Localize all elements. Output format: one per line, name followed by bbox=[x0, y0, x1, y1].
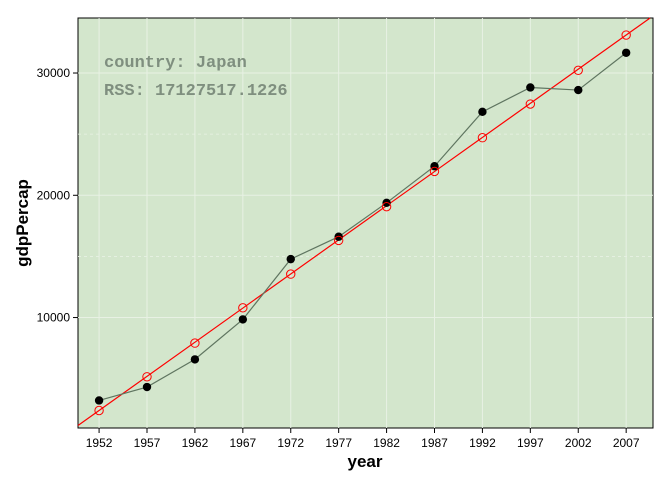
observed-point bbox=[94, 396, 104, 405]
observed-line bbox=[98, 52, 627, 402]
fitted-point bbox=[429, 166, 440, 177]
x-tick-label: 1997 bbox=[517, 436, 544, 450]
observed-point bbox=[526, 83, 535, 92]
x-tick-label: 1967 bbox=[229, 436, 256, 450]
x-tick-label: 1962 bbox=[182, 436, 209, 450]
observed-point bbox=[334, 232, 343, 241]
fitted-point bbox=[621, 30, 631, 40]
observed-line-layer bbox=[98, 52, 627, 402]
fitted-point bbox=[286, 269, 296, 279]
fitted-point bbox=[94, 405, 104, 416]
fitted-point bbox=[381, 201, 392, 212]
observed-point bbox=[478, 107, 487, 117]
annotation-rss: RSS: 17127517.1226 bbox=[104, 82, 288, 101]
y-tick-label: 20000 bbox=[37, 188, 71, 202]
observed-point bbox=[238, 315, 248, 324]
x-tick-label: 2007 bbox=[613, 436, 640, 450]
x-axis-ticks: 1952 1957 1962 1967 1972 1977 1982 1987 1992 1997… bbox=[86, 428, 640, 450]
y-tick-label: 30000 bbox=[37, 66, 71, 80]
plot-panel bbox=[77, 17, 654, 429]
x-tick-label: 1992 bbox=[469, 436, 496, 450]
fitted-point bbox=[142, 372, 152, 382]
x-tick-label: 2002 bbox=[565, 436, 592, 450]
fitted-point bbox=[573, 65, 583, 76]
observed-point bbox=[142, 382, 152, 392]
x-tick-label: 1982 bbox=[373, 436, 400, 450]
observed-point bbox=[574, 85, 583, 95]
fit-line bbox=[77, 17, 651, 426]
observed-point bbox=[190, 355, 200, 364]
fitted-point bbox=[238, 303, 248, 313]
x-tick-label: 1957 bbox=[134, 436, 161, 450]
fitted-point bbox=[477, 133, 488, 143]
y-axis-title: gdpPercap bbox=[13, 179, 32, 267]
fit-line-layer bbox=[77, 17, 651, 426]
fitted-point bbox=[333, 235, 344, 246]
observed-point bbox=[621, 48, 631, 57]
observed-point bbox=[286, 254, 295, 264]
x-axis-title: year bbox=[348, 452, 383, 471]
fitted-point bbox=[525, 99, 536, 109]
observed-point bbox=[430, 162, 439, 171]
fitted-point bbox=[190, 338, 200, 348]
x-tick-label: 1977 bbox=[325, 436, 352, 450]
y-tick-label: 10000 bbox=[37, 311, 71, 325]
x-tick-label: 1972 bbox=[277, 436, 304, 450]
points-layer bbox=[94, 30, 631, 416]
x-tick-label: 1952 bbox=[86, 436, 113, 450]
y-axis-ticks: 10000 20000 30000 bbox=[37, 66, 78, 325]
x-tick-label: 1987 bbox=[421, 436, 448, 450]
annotation-country: country: Japan bbox=[104, 54, 247, 73]
